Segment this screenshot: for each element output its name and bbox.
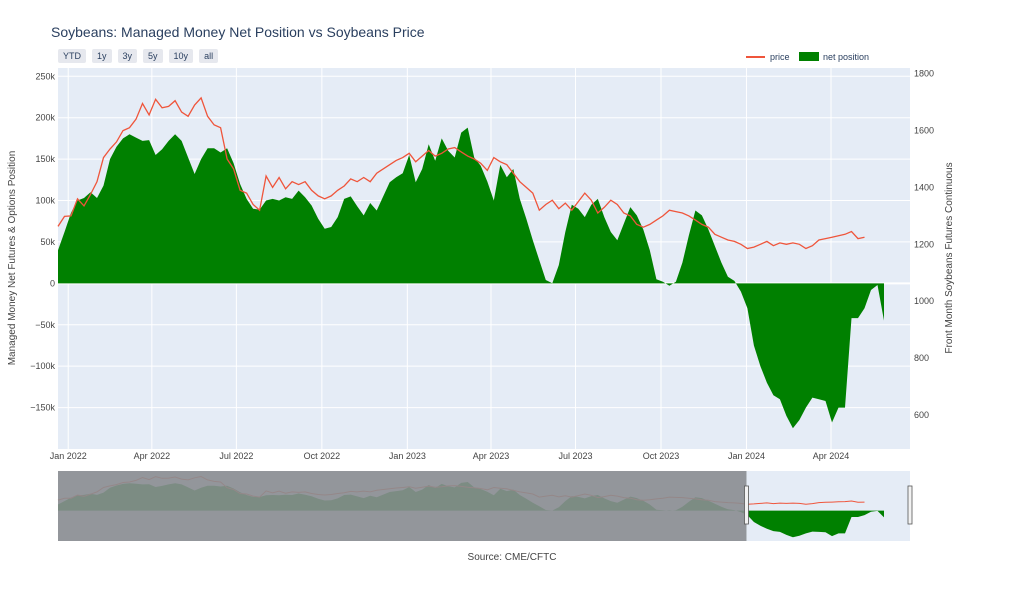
left-tick-label: 0 [50,278,55,288]
right-tick-label: 1000 [914,296,934,306]
left-axis-ticks: −150k −100k −50k 0 50k 100k 150k 200k 250k [30,71,55,412]
range-button-10y[interactable]: 10y [168,49,194,63]
left-tick-label: 150k [35,154,55,164]
left-tick-label: 50k [40,237,55,247]
net-position-area [58,127,884,429]
legend-net-label[interactable]: net position [823,52,869,62]
left-tick-label: 200k [35,113,55,123]
legend: price net position [746,52,869,62]
range-slider-left-handle[interactable] [744,485,749,525]
price-line [57,96,865,250]
range-button-5y[interactable]: 5y [143,49,163,63]
x-tick-label: Jan 2024 [728,451,765,461]
right-tick-label: 600 [914,410,929,420]
left-tick-label: −50k [35,320,55,330]
left-tick-label: −100k [30,361,55,371]
left-axis-label: Managed Money Net Futures & Options Posi… [7,151,18,366]
range-button-ytd[interactable]: YTD [58,49,86,63]
left-tick-label: 100k [35,196,55,206]
legend-price-label[interactable]: price [770,52,790,62]
range-slider-mask [58,471,747,541]
right-tick-label: 800 [914,353,929,363]
x-tick-label: Apr 2023 [473,451,510,461]
x-tick-label: Jul 2023 [559,451,593,461]
source-note: Source: CME/CFTC [467,552,557,563]
right-axis-ticks: 600 800 1000 1200 1400 1600 1800 [914,69,934,420]
x-tick-label: Jan 2022 [50,451,87,461]
x-tick-label: Apr 2024 [813,451,850,461]
x-axis-ticks: Jan 2022 Apr 2022 Jul 2022 Oct 2022 Jan 2023… [50,451,850,461]
range-button-3y[interactable]: 3y [117,49,138,63]
right-tick-label: 1200 [914,239,934,249]
right-axis-label: Front Month Soybeans Futures Continuous [944,162,955,353]
left-tick-label: −150k [30,403,55,413]
x-tick-label: Oct 2023 [643,451,680,461]
chart-title: Soybeans: Managed Money Net Position vs … [51,24,425,40]
range-button-1y[interactable]: 1y [92,49,112,63]
right-tick-label: 1400 [914,182,934,192]
right-tick-label: 1800 [914,69,934,79]
x-tick-label: Jul 2022 [219,451,253,461]
x-tick-label: Oct 2022 [304,451,341,461]
left-tick-label: 250k [35,71,55,81]
range-button-all[interactable]: all [199,49,219,63]
range-selector: YTD 1y 3y 5y 10y all [58,49,219,63]
range-slider-right-handle[interactable] [907,485,913,525]
range-slider[interactable] [57,471,913,541]
x-tick-label: Apr 2022 [134,451,171,461]
x-tick-label: Jan 2023 [389,451,426,461]
right-tick-label: 1600 [914,126,934,136]
legend-net-swatch[interactable] [799,52,819,61]
